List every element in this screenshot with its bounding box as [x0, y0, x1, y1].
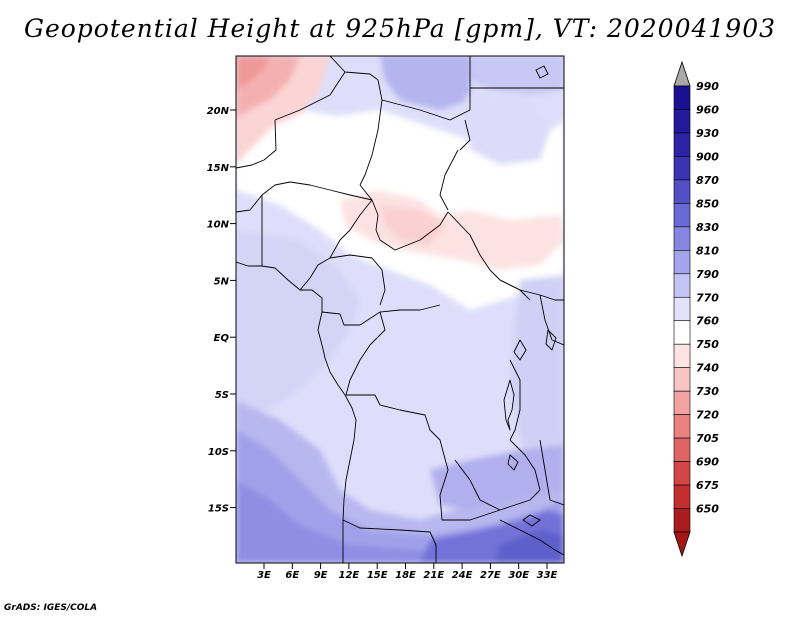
colorbar-swatch	[673, 203, 691, 228]
colorbar-label: 810	[696, 244, 719, 257]
lat-label: 15N	[207, 163, 230, 174]
colorbar-swatch	[673, 508, 691, 533]
longitude-axis: 3E 6E 9E 12E 15E 18E 21E 24E 27E 30E 33E	[257, 563, 558, 581]
colorbar-label: 990	[696, 80, 719, 93]
colorbar-label: 830	[696, 221, 719, 234]
colorbar-label: 740	[696, 362, 719, 375]
colorbar-bottom-arrow	[673, 531, 691, 558]
colorbar-label: 720	[696, 409, 719, 422]
lat-label: 10N	[207, 220, 230, 231]
lon-label: 21E	[423, 570, 444, 581]
colorbar-label: 770	[696, 291, 719, 304]
lon-label: 6E	[285, 570, 299, 581]
height-field	[236, 56, 564, 563]
lon-label: 18E	[395, 570, 416, 581]
lon-label: 12E	[339, 570, 360, 581]
lon-label: 3E	[257, 570, 271, 581]
colorbar-swatch	[673, 109, 691, 134]
colorbar-swatch	[673, 343, 691, 368]
colorbar-swatch	[673, 250, 691, 275]
colorbar-swatch	[673, 437, 691, 462]
colorbar-label: 730	[696, 385, 719, 398]
lon-label: 33E	[537, 570, 558, 581]
colorbar-label: 790	[696, 268, 719, 281]
map-frame	[235, 55, 565, 564]
colorbar-swatch	[673, 296, 691, 322]
grads-credit: GrADS: IGES/COLA	[4, 603, 98, 613]
lon-label: 15E	[367, 570, 388, 581]
colorbar-label: 675	[696, 479, 719, 492]
lon-label: 24E	[452, 570, 473, 581]
colorbar-swatch	[673, 367, 691, 392]
colorbar-label: 900	[696, 150, 719, 163]
colorbar-label: 760	[696, 315, 719, 328]
colorbar: 990 960 930 900 870 850 830 810 790 770 760 750 740 7…	[673, 60, 719, 558]
colorbar-top-arrow	[673, 60, 691, 87]
colorbar-label: 650	[696, 503, 719, 516]
colorbar-label: 930	[696, 127, 719, 140]
colorbar-swatch	[673, 461, 691, 486]
colorbar-label: 690	[696, 456, 719, 469]
colorbar-label: 750	[696, 338, 719, 351]
colorbar-swatch	[673, 414, 691, 439]
colorbar-swatch	[673, 156, 691, 181]
lat-label: 10S	[208, 447, 229, 458]
colorbar-label: 870	[696, 174, 719, 187]
country-borders	[236, 56, 564, 563]
lat-label: 5S	[215, 390, 229, 401]
colorbar-swatch	[673, 484, 691, 509]
colorbar-label: 960	[696, 103, 719, 116]
chart-title: Geopotential Height at 925hPa [gpm], VT:…	[23, 14, 777, 43]
colorbar-swatch	[673, 132, 691, 157]
lon-label: 9E	[314, 570, 328, 581]
latitude-axis: 20N 15N 10N 5N EQ 5S 10S 15S	[207, 106, 236, 515]
colorbar-label: 705	[696, 432, 719, 445]
lat-label: 15S	[208, 504, 229, 515]
colorbar-swatch	[673, 226, 691, 251]
lat-label: 5N	[214, 276, 230, 287]
colorbar-swatch	[673, 273, 691, 298]
colorbar-swatch	[673, 320, 691, 345]
lon-label: 27E	[480, 570, 501, 581]
lat-label: EQ	[214, 333, 230, 344]
lon-label: 30E	[508, 570, 529, 581]
colorbar-label: 850	[696, 197, 719, 210]
lat-label: 20N	[207, 106, 230, 117]
colorbar-swatch	[673, 179, 691, 204]
colorbar-swatch	[673, 390, 691, 415]
colorbar-swatch	[673, 85, 691, 110]
